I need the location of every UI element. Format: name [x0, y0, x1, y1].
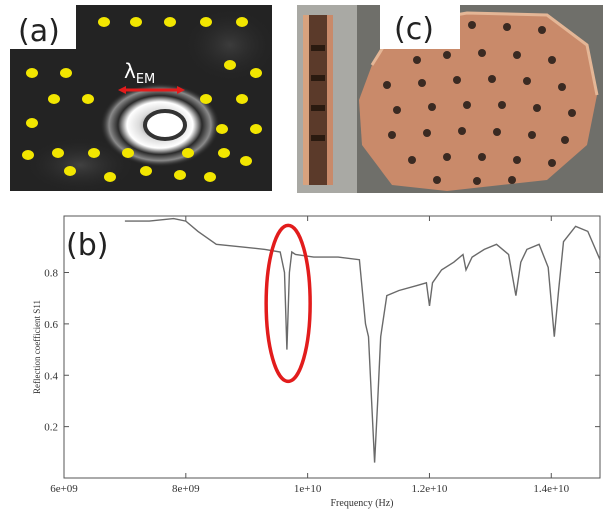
- lattice-dot: [104, 172, 116, 182]
- lattice-dot: [26, 118, 38, 128]
- plate-hole: [523, 77, 531, 85]
- plate-hole: [383, 81, 391, 89]
- plate-hole: [508, 176, 516, 184]
- lattice-dot: [130, 17, 142, 27]
- plate-hole: [503, 23, 511, 31]
- y-axis: 0.2 0.4 0.6 0.8: [44, 268, 600, 434]
- reflection-chart: 0.2 0.4 0.6 0.8 6e+09 8e+09 1e+10 1.2e+10 1.4e+…: [32, 215, 601, 509]
- x-tick-label: 6e+09: [50, 483, 78, 495]
- lattice-dot: [200, 94, 212, 104]
- lambda-subscript: EM: [135, 72, 156, 87]
- plate-hole: [488, 75, 496, 83]
- x-tick-label: 1e+10: [294, 483, 322, 495]
- plate-hole: [468, 21, 476, 29]
- plate-hole: [561, 136, 569, 144]
- plate-hole: [433, 176, 441, 184]
- lattice-dot: [64, 166, 76, 176]
- lattice-dot: [122, 148, 134, 158]
- plate-hole: [463, 101, 471, 109]
- lattice-dot: [250, 124, 262, 134]
- side-view-plate: [303, 15, 333, 185]
- plate-hole: [413, 56, 421, 64]
- lattice-dot: [52, 148, 64, 158]
- lattice-dot: [98, 17, 110, 27]
- lattice-dot: [250, 68, 262, 78]
- y-tick-label: 0.2: [44, 422, 58, 434]
- copper-plate-image: [297, 5, 603, 193]
- lattice-dot: [48, 94, 60, 104]
- lattice-dots: [22, 17, 262, 182]
- plate-hole: [458, 127, 466, 135]
- plate-hole: [478, 49, 486, 57]
- plate-hole: [548, 159, 556, 167]
- lattice-dot: [240, 156, 252, 166]
- lattice-dot: [22, 150, 34, 160]
- lattice-dot: [60, 68, 72, 78]
- s11-line: [124, 217, 601, 463]
- plate-hole: [393, 106, 401, 114]
- plate-hole: [528, 131, 536, 139]
- lattice-dot: [236, 17, 248, 27]
- lattice-dot: [218, 148, 230, 158]
- plate-hole: [453, 76, 461, 84]
- panel-a-label: (a): [10, 5, 76, 49]
- lambda-symbol: λ: [124, 59, 136, 83]
- lattice-dot: [174, 170, 186, 180]
- plate-hole: [443, 51, 451, 59]
- lattice-dot: [236, 94, 248, 104]
- wavelength-label: λEM: [124, 59, 155, 87]
- plot-frame: [63, 215, 601, 479]
- plate-hole: [388, 131, 396, 139]
- plate-hole: [443, 153, 451, 161]
- lattice-dot: [82, 94, 94, 104]
- lattice-dot: [200, 17, 212, 27]
- lattice-dot: [216, 124, 228, 134]
- lattice-dot: [88, 148, 100, 158]
- x-tick-label: 8e+09: [172, 483, 200, 495]
- lattice-dot: [26, 68, 38, 78]
- x-axis: 6e+09 8e+09 1e+10 1.2e+10 1.4e+10: [50, 216, 570, 495]
- panel-b-label: (b): [66, 228, 109, 263]
- lattice-dot: [224, 60, 236, 70]
- x-tick-label: 1.2e+10: [412, 483, 448, 495]
- plate-holes: [383, 21, 576, 185]
- plate-hole: [493, 128, 501, 136]
- plate-hole: [538, 26, 546, 34]
- lattice-dot: [164, 17, 176, 27]
- panel-c-label: (c): [380, 5, 460, 49]
- plate-hole: [548, 56, 556, 64]
- x-axis-label: Frequency (Hz): [330, 498, 393, 509]
- lattice-dot: [204, 172, 216, 182]
- y-tick-label: 0.8: [44, 268, 58, 280]
- plate-hole: [513, 51, 521, 59]
- y-tick-label: 0.6: [44, 319, 58, 331]
- plate-hole: [478, 153, 486, 161]
- y-tick-label: 0.4: [44, 370, 58, 382]
- plate-hole: [568, 109, 576, 117]
- plate-hole: [533, 104, 541, 112]
- plate-hole: [423, 129, 431, 137]
- plate-hole: [558, 83, 566, 91]
- y-axis-label: Reflection coefficient S11: [32, 300, 42, 394]
- plate-hole: [418, 79, 426, 87]
- lattice-dot: [140, 166, 152, 176]
- plate-hole: [498, 101, 506, 109]
- plate-hole: [513, 156, 521, 164]
- resonance-highlight-ellipse: [264, 223, 312, 384]
- x-tick-label: 1.4e+10: [533, 483, 569, 495]
- plate-hole: [408, 156, 416, 164]
- plate-hole: [428, 103, 436, 111]
- plate-hole: [473, 177, 481, 185]
- lattice-dot: [182, 148, 194, 158]
